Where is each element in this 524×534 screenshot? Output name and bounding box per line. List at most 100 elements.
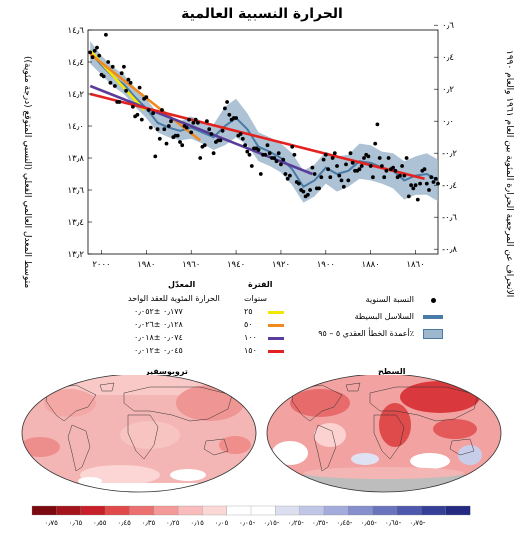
annual-point	[427, 188, 431, 192]
annual-point	[391, 165, 395, 170]
colorbar-cell	[323, 505, 349, 516]
annual-point	[110, 64, 115, 69]
trend-line-2	[89, 84, 313, 176]
annual-point	[191, 120, 196, 125]
colorbar-label: ٠٫٤٥	[117, 519, 131, 527]
x-tick-label: ١٩٤٠	[227, 260, 245, 270]
y-right-tick-label: -٠٫٢	[442, 149, 457, 159]
annual-point	[306, 192, 310, 197]
main-chart: ١٤٫٦ ١٤٫٤ ١٤٫٢ ١٤٫٠ ١٣٫٨ ١٣٫٦ ١٣٫٤ ١٣٫٢ ٠٫٦ ٠٫٤ ٠٫…	[68, 21, 458, 270]
annual-point	[234, 116, 239, 120]
y-right-tick-label: ٠٫٤	[442, 53, 454, 63]
colorbar-label: ٠٫١٥	[190, 519, 204, 527]
colorbar-cell	[104, 505, 130, 516]
annual-point	[337, 173, 342, 178]
y-left-tick-label: ١٣٫٢	[68, 250, 85, 260]
annual-point	[119, 71, 124, 76]
legend-swatch	[268, 350, 284, 353]
annual-point	[332, 151, 337, 156]
colorbar-label: ٠٫٦٥-	[385, 519, 402, 527]
colorbar-cell	[299, 505, 325, 516]
annual-point	[184, 125, 189, 130]
annual-point	[113, 84, 117, 88]
annual-point	[373, 141, 378, 146]
colorbar-cell	[421, 505, 447, 516]
legend-symbol-label: أعمدة الخطأ العقدي ٥ – ٩٥٪	[318, 329, 414, 338]
surface-map-title: السطح	[378, 367, 406, 376]
annual-point	[350, 160, 355, 165]
annual-point	[344, 162, 348, 167]
x-tick-label: ١٩٢٠	[272, 260, 290, 270]
annual-point	[348, 151, 353, 156]
annual-point	[433, 176, 438, 181]
annual-point	[411, 186, 416, 191]
y-left-tick-label: ١٤٫٤	[68, 58, 84, 68]
annual-point	[292, 152, 297, 157]
legend-symbol-line	[423, 315, 443, 319]
colorbar-label: ٠٫٦٥	[68, 519, 83, 527]
annual-point	[380, 164, 384, 168]
legend-rate-header: المعدّل	[168, 280, 196, 289]
annual-point	[144, 95, 149, 100]
y-left-tick-label: ١٣٫٤	[68, 218, 84, 228]
legend-symbol-dot	[431, 298, 436, 303]
x-tick-label: ٢٠٠٠	[92, 260, 110, 270]
annual-point	[341, 184, 346, 189]
annual-point	[238, 132, 243, 136]
annual-point	[283, 172, 288, 176]
annual-point	[124, 88, 128, 93]
colorbar-cell	[250, 505, 276, 516]
annual-point	[207, 127, 212, 132]
colorbar-cell	[226, 505, 252, 516]
annual-point	[276, 151, 281, 156]
annual-point	[164, 141, 169, 146]
plot-frame	[87, 29, 439, 255]
annual-point	[180, 143, 185, 148]
colorbar-label: ٠٫٤٥-	[336, 519, 353, 527]
legend-rate: ٠٫٠٧٤ ±٠٫٠١٨	[134, 333, 183, 342]
colorbar-cell	[202, 505, 228, 516]
annual-point	[92, 48, 97, 53]
annual-point	[106, 60, 111, 64]
annual-point	[155, 127, 160, 132]
annual-point	[323, 152, 328, 157]
annual-point	[339, 178, 344, 183]
colorbar-label: ٠٫٠٥-	[239, 519, 256, 527]
colorbar-cell	[177, 505, 203, 516]
x-tick-label: ١٨٨٠	[362, 260, 380, 270]
annual-point	[308, 188, 312, 192]
x-tick-label: ١٩٨٠	[137, 260, 155, 270]
annual-point	[135, 112, 140, 117]
annual-point	[321, 157, 326, 162]
annual-point	[205, 119, 209, 124]
annual-point	[326, 167, 330, 172]
annual-point	[249, 164, 254, 168]
annual-point	[160, 108, 164, 112]
colorbar-cell	[31, 505, 57, 516]
annual-point	[368, 164, 373, 168]
annual-point	[429, 175, 434, 180]
colorbar-label: ٠٫٧٥-	[409, 519, 426, 527]
y-left-tick-label: ١٤٫٠	[68, 122, 84, 132]
colorbar-label: ٠٫٢٥	[166, 519, 180, 527]
y-left-tick-label: ١٤٫٢	[68, 90, 85, 100]
colorbar-cell	[445, 505, 471, 516]
annual-point	[384, 168, 389, 173]
annual-point	[297, 181, 301, 186]
annual-point	[279, 162, 283, 167]
annual-point	[218, 138, 223, 143]
annual-point	[227, 112, 232, 117]
annual-point	[139, 117, 144, 122]
annual-point	[90, 55, 95, 60]
colorbar-cell	[275, 505, 301, 516]
legend-rate: ٠٫١٢٨ ±٠٫٠٢٦	[134, 320, 183, 329]
legend-period: ٥٠	[244, 320, 253, 329]
troposphere-map-title: تروبوسفير	[145, 367, 188, 376]
legend-symbol-band	[423, 329, 443, 339]
annual-point	[198, 156, 203, 160]
y-left-tick-label: ١٣٫٨	[68, 154, 85, 164]
annual-point	[104, 32, 108, 37]
annual-point	[406, 194, 411, 199]
annual-point	[258, 172, 263, 176]
annual-point	[328, 175, 333, 180]
